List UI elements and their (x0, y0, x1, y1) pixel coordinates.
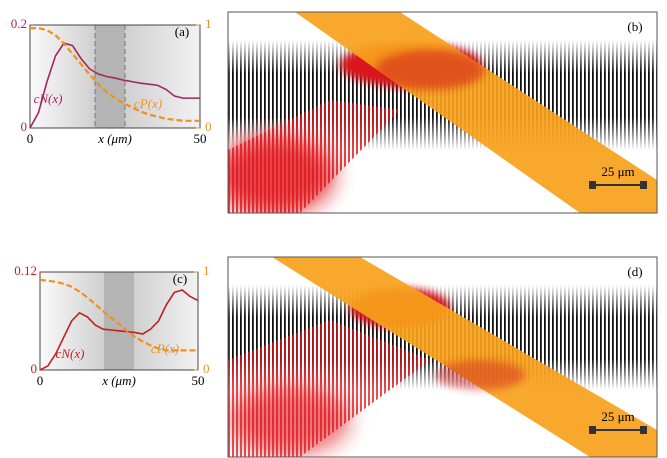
panel-label: (b) (627, 19, 642, 34)
series-label: cN(x) (34, 91, 63, 106)
y-tick-label: 0 (21, 119, 28, 134)
series-label: cP(x) (151, 341, 179, 356)
series-label: cP(x) (134, 96, 162, 111)
x-tick-label: 50 (192, 373, 205, 388)
x-tick-label: 50 (194, 131, 207, 146)
plot-frame (39, 271, 199, 371)
scale-bar-label: 25 μm (601, 164, 634, 179)
series-line (30, 26, 200, 122)
series-line (39, 278, 198, 352)
panel-label: (d) (627, 264, 642, 279)
x-tick-label: 0 (27, 131, 34, 146)
series-line (39, 289, 199, 371)
series-label: cN(x) (56, 346, 85, 361)
y-tick-label: 0 (31, 361, 38, 376)
plot-frame (29, 24, 201, 129)
y-tick-label: 0.12 (14, 263, 37, 278)
series-line (29, 42, 200, 129)
scale-bar-label: 25 μm (601, 409, 634, 424)
y2-tick-label: 1 (205, 16, 212, 31)
y2-tick-label: 1 (203, 263, 210, 278)
panel-label: (c) (173, 271, 187, 286)
y-tick-label: 0.2 (11, 16, 27, 31)
y2-tick-label: 0 (205, 119, 212, 134)
y2-tick-label: 0 (203, 361, 210, 376)
x-tick-label: 0 (37, 373, 44, 388)
x-axis-label: x (μm) (101, 373, 136, 388)
x-axis-label: x (μm) (97, 131, 132, 146)
panel-label: (a) (175, 24, 189, 39)
